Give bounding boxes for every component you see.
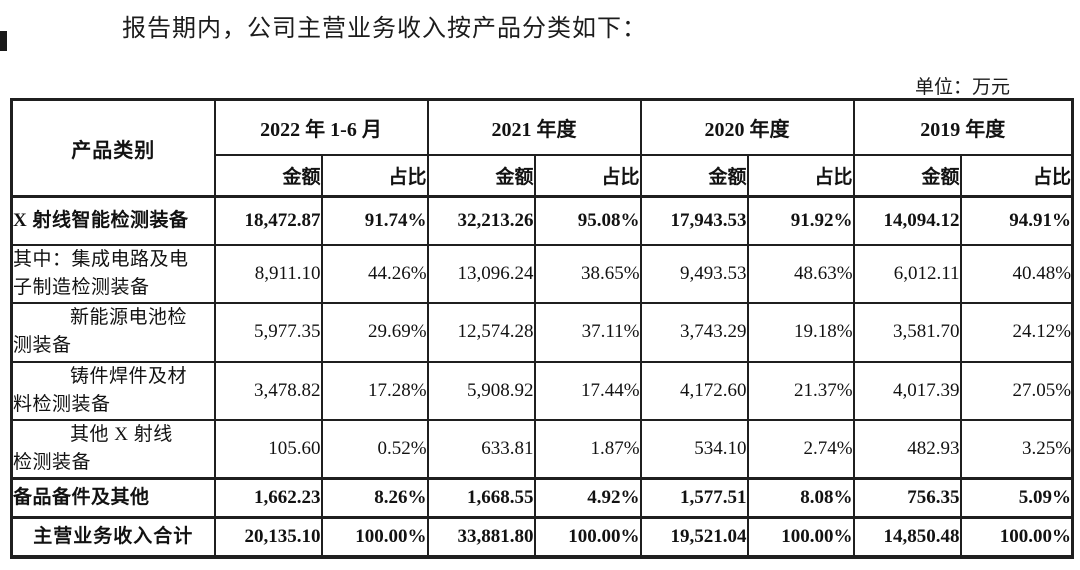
ratio-cell: 100.00%	[533, 516, 642, 559]
ratio-cell: 8.26%	[320, 477, 429, 519]
ratio-cell: 17.28%	[320, 360, 429, 421]
row-label: 备品备件及其他	[10, 477, 216, 519]
period-header-2020: 2020 年度	[639, 98, 855, 156]
ratio-cell: 37.11%	[533, 301, 642, 363]
amount-header-2020: 金额	[639, 153, 749, 198]
table-row-spare-parts: 备品备件及其他 1,662.23 8.26% 1,668.55 4.92% 1,…	[10, 477, 1074, 519]
ratio-cell: 17.44%	[533, 360, 642, 421]
ratio-cell: 29.69%	[320, 301, 429, 363]
amount-cell: 13,096.24	[426, 243, 536, 304]
ratio-cell: 3.25%	[959, 418, 1074, 480]
ratio-cell: 48.63%	[746, 243, 855, 304]
row-label: 主营业务收入合计	[10, 516, 216, 559]
amount-cell: 9,493.53	[639, 243, 749, 304]
ratio-header-2022h1: 占比	[320, 153, 429, 198]
ratio-header-2021: 占比	[533, 153, 642, 198]
ratio-cell: 2.74%	[746, 418, 855, 480]
ratio-cell: 38.65%	[533, 243, 642, 304]
table-row-total: 主营业务收入合计 20,135.10 100.00% 33,881.80 100…	[10, 516, 1074, 559]
amount-cell: 32,213.26	[426, 195, 536, 246]
row-label: 新能源电池检 测装备	[10, 301, 216, 363]
period-header-2019: 2019 年度	[852, 98, 1074, 156]
amount-cell: 756.35	[852, 477, 962, 519]
table-row-other-xray: 其他 X 射线 检测装备 105.60 0.52% 633.81 1.87% 5…	[10, 418, 1074, 480]
amount-cell: 3,581.70	[852, 301, 962, 363]
amount-cell: 633.81	[426, 418, 536, 480]
row-label: 其他 X 射线 检测装备	[10, 418, 216, 480]
amount-cell: 33,881.80	[426, 516, 536, 559]
amount-cell: 1,662.23	[213, 477, 323, 519]
ratio-cell: 1.87%	[533, 418, 642, 480]
amount-cell: 20,135.10	[213, 516, 323, 559]
amount-cell: 3,743.29	[639, 301, 749, 363]
amount-cell: 1,577.51	[639, 477, 749, 519]
ratio-cell: 4.92%	[533, 477, 642, 519]
ratio-cell: 21.37%	[746, 360, 855, 421]
ratio-cell: 91.92%	[746, 195, 855, 246]
period-header-2022h1: 2022 年 1-6 月	[213, 98, 429, 156]
amount-cell: 6,012.11	[852, 243, 962, 304]
amount-cell: 8,911.10	[213, 243, 323, 304]
ratio-cell: 19.18%	[746, 301, 855, 363]
amount-cell: 534.10	[639, 418, 749, 480]
product-category-header: 产品类别	[10, 98, 216, 198]
amount-cell: 3,478.82	[213, 360, 323, 421]
amount-cell: 1,668.55	[426, 477, 536, 519]
ratio-cell: 8.08%	[746, 477, 855, 519]
table-row-xray-equipment: X 射线智能检测装备 18,472.87 91.74% 32,213.26 95…	[10, 195, 1074, 246]
row-label: X 射线智能检测装备	[10, 195, 216, 246]
row-label: 其中：集成电路及电 子制造检测装备	[10, 243, 216, 304]
ratio-cell: 94.91%	[959, 195, 1074, 246]
period-header-2021: 2021 年度	[426, 98, 642, 156]
table-row-ic-electronics: 其中：集成电路及电 子制造检测装备 8,911.10 44.26% 13,096…	[10, 243, 1074, 304]
amount-cell: 105.60	[213, 418, 323, 480]
scan-artifact	[0, 31, 7, 51]
amount-cell: 5,908.92	[426, 360, 536, 421]
ratio-header-2020: 占比	[746, 153, 855, 198]
ratio-cell: 91.74%	[320, 195, 429, 246]
revenue-by-product-table: 产品类别 2022 年 1-6 月 2021 年度 2020 年度 2019 年…	[10, 98, 1075, 559]
amount-cell: 12,574.28	[426, 301, 536, 363]
amount-header-2019: 金额	[852, 153, 962, 198]
amount-cell: 482.93	[852, 418, 962, 480]
ratio-cell: 100.00%	[320, 516, 429, 559]
ratio-cell: 27.05%	[959, 360, 1074, 421]
amount-cell: 14,094.12	[852, 195, 962, 246]
table-row-battery: 新能源电池检 测装备 5,977.35 29.69% 12,574.28 37.…	[10, 301, 1074, 363]
amount-cell: 4,172.60	[639, 360, 749, 421]
ratio-cell: 100.00%	[746, 516, 855, 559]
amount-cell: 18,472.87	[213, 195, 323, 246]
table-row-casting-welding: 铸件焊件及材 料检测装备 3,478.82 17.28% 5,908.92 17…	[10, 360, 1074, 421]
ratio-cell: 0.52%	[320, 418, 429, 480]
ratio-cell: 24.12%	[959, 301, 1074, 363]
amount-cell: 5,977.35	[213, 301, 323, 363]
ratio-cell: 40.48%	[959, 243, 1074, 304]
amount-cell: 17,943.53	[639, 195, 749, 246]
amount-header-2022h1: 金额	[213, 153, 323, 198]
ratio-cell: 5.09%	[959, 477, 1074, 519]
amount-header-2021: 金额	[426, 153, 536, 198]
amount-cell: 19,521.04	[639, 516, 749, 559]
ratio-header-2019: 占比	[959, 153, 1074, 198]
ratio-cell: 95.08%	[533, 195, 642, 246]
page-title: 报告期内，公司主营业务收入按产品分类如下：	[122, 16, 647, 42]
ratio-cell: 100.00%	[959, 516, 1074, 559]
row-label: 铸件焊件及材 料检测装备	[10, 360, 216, 421]
unit-label: 单位：万元	[914, 77, 1010, 98]
amount-cell: 14,850.48	[852, 516, 962, 559]
ratio-cell: 44.26%	[320, 243, 429, 304]
header-row-measures: 金额 占比 金额 占比 金额 占比 金额 占比	[12, 153, 1074, 198]
header-row-periods: 产品类别 2022 年 1-6 月 2021 年度 2020 年度 2019 年…	[10, 98, 1074, 198]
amount-cell: 4,017.39	[852, 360, 962, 421]
